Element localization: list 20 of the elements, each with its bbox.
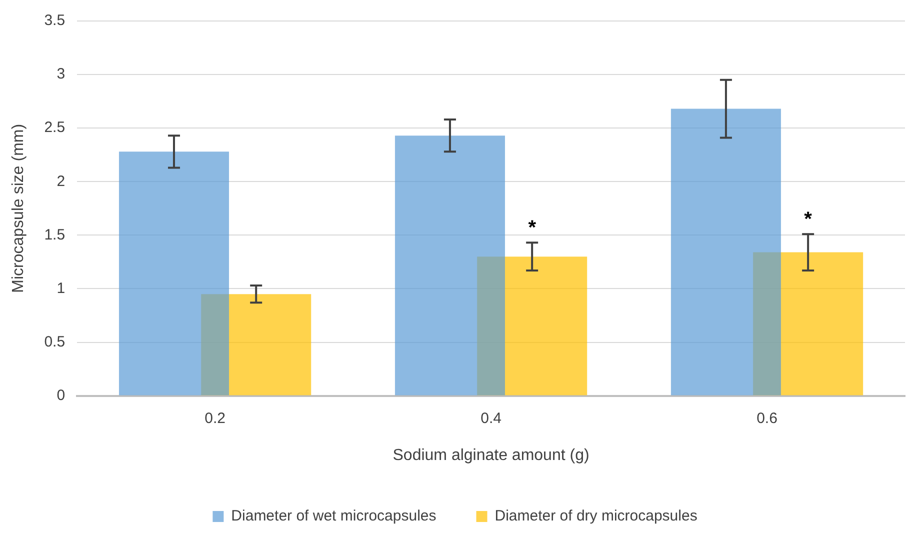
y-tick-label: 0.5 [44,333,66,350]
annotation: * [804,208,812,231]
legend-label: Diameter of wet microcapsules [231,508,436,525]
y-tick-label: 1.5 [44,226,66,244]
y-tick-label: 0 [56,386,66,404]
x-tick-label: 0.2 [204,410,226,427]
x-tick-label: 0.6 [756,410,778,427]
legend-label: Diameter of dry microcapsules [494,508,698,525]
y-tick-label: 3.5 [44,12,66,30]
annotation: * [528,217,536,240]
bar [394,136,505,396]
y-tick-label: 1 [56,280,66,297]
x-axis-title: Sodium alginate amount (g) [392,446,590,464]
bar [670,108,781,396]
x-tick-label: 0.4 [480,410,502,427]
y-axis-title: Microcapsule size (mm) [10,124,28,293]
y-tick-label: 2.5 [44,119,66,136]
bar [118,152,229,396]
y-tick-label: 2 [56,172,66,190]
y-tick-label: 3 [56,66,66,83]
